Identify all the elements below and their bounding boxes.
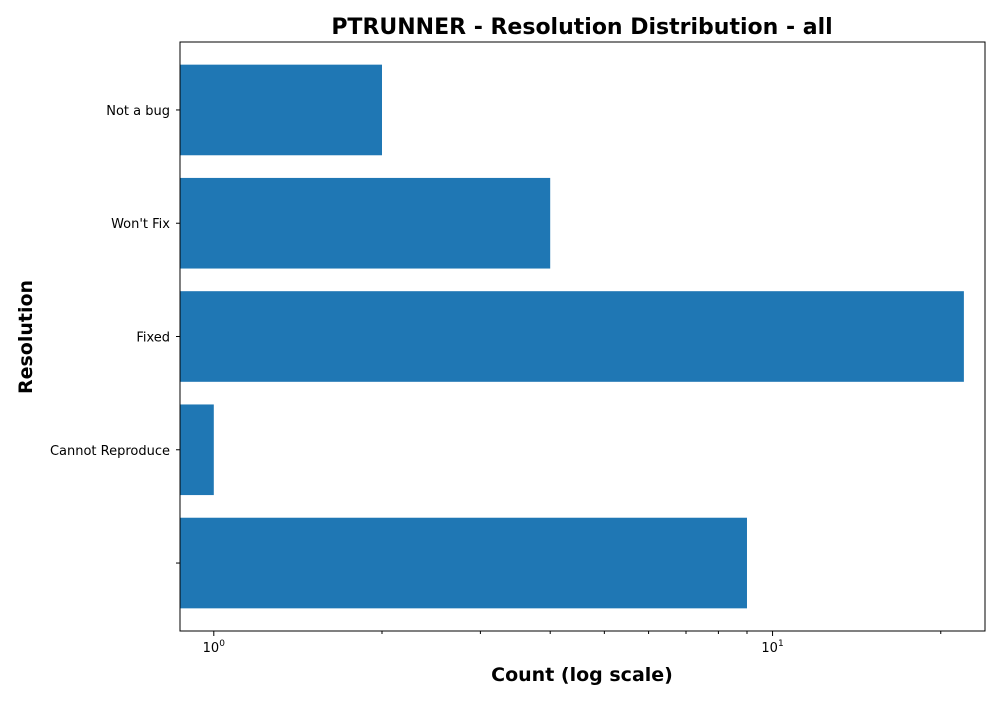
x-tick-label: 100 — [203, 639, 226, 656]
y-tick-label: Cannot Reproduce — [50, 444, 170, 459]
bars-layer — [180, 64, 964, 609]
bar-2 — [180, 291, 964, 382]
y-tick-label: Won't Fix — [111, 217, 170, 232]
plot-frame — [179, 41, 986, 632]
bar-1 — [180, 404, 214, 496]
chart-title: PTRUNNER - Resolution Distribution - all — [331, 15, 832, 40]
bar-3 — [180, 177, 551, 269]
x-axis-label: Count (log scale) — [491, 664, 673, 686]
bar-4 — [180, 64, 382, 156]
x-tick-label: 101 — [761, 639, 783, 656]
y-axis-label: Resolution — [15, 280, 37, 394]
y-tick-label: Not a bug — [106, 104, 170, 119]
bar-0 — [180, 517, 747, 609]
x-ticks-layer: 100 101 — [203, 631, 942, 656]
y-ticks-layer: Cannot Reproduce Fixed Won't Fix Not a bug — [50, 104, 180, 564]
y-tick-label: Fixed — [136, 331, 170, 346]
